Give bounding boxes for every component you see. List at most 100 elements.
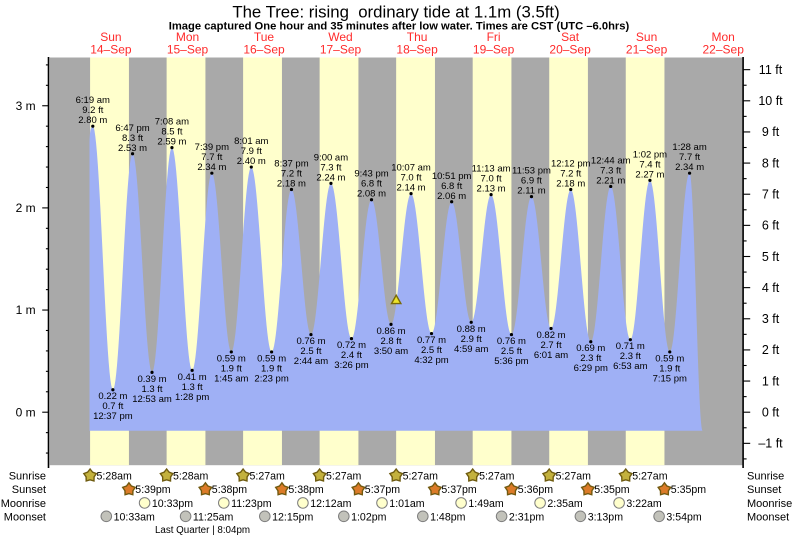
svg-text:7.3 ft: 7.3 ft	[600, 165, 621, 176]
svg-text:5:37pm: 5:37pm	[365, 484, 401, 496]
svg-text:10 ft: 10 ft	[758, 94, 783, 108]
svg-text:6 ft: 6 ft	[762, 219, 780, 233]
svg-text:1:02pm: 1:02pm	[351, 511, 387, 523]
svg-text:10:33am: 10:33am	[114, 511, 155, 523]
svg-text:19–Sep: 19–Sep	[473, 43, 515, 57]
svg-text:5:35pm: 5:35pm	[671, 484, 707, 496]
svg-text:3 ft: 3 ft	[762, 312, 780, 326]
svg-text:2.5 ft: 2.5 ft	[501, 346, 522, 357]
svg-text:11:23pm: 11:23pm	[231, 498, 272, 510]
svg-text:0.76 m: 0.76 m	[497, 336, 526, 347]
svg-text:Sunrise: Sunrise	[9, 470, 46, 482]
svg-text:Tue: Tue	[254, 30, 275, 44]
svg-text:2.27 m: 2.27 m	[635, 169, 664, 180]
svg-text:0.7 ft: 0.7 ft	[102, 401, 123, 412]
svg-text:0.22 m: 0.22 m	[98, 391, 127, 402]
svg-text:2.9 ft: 2.9 ft	[461, 334, 482, 345]
svg-text:2.40 m: 2.40 m	[237, 156, 266, 167]
svg-text:Image captured One hour and 35: Image captured One hour and 35 minutes a…	[169, 21, 630, 33]
svg-text:2.24 m: 2.24 m	[316, 172, 345, 183]
svg-text:2.8 ft: 2.8 ft	[380, 336, 401, 347]
svg-text:5:38pm: 5:38pm	[288, 484, 324, 496]
svg-text:7.2 ft: 7.2 ft	[560, 169, 581, 180]
svg-text:0.72 m: 0.72 m	[337, 340, 366, 351]
svg-text:0.59 m: 0.59 m	[655, 353, 684, 364]
svg-text:20–Sep: 20–Sep	[549, 43, 591, 57]
svg-text:2:31pm: 2:31pm	[509, 511, 545, 523]
svg-text:3:26 pm: 3:26 pm	[334, 360, 368, 371]
svg-text:12:44 am: 12:44 am	[591, 155, 631, 166]
svg-text:6:47 pm: 6:47 pm	[115, 123, 149, 134]
svg-text:17–Sep: 17–Sep	[320, 43, 362, 57]
svg-text:Sat: Sat	[561, 30, 580, 44]
svg-text:2:23 pm: 2:23 pm	[254, 373, 288, 384]
svg-text:12:12 pm: 12:12 pm	[551, 159, 591, 170]
svg-text:12:37 pm: 12:37 pm	[93, 411, 133, 422]
svg-text:1:28 am: 1:28 am	[672, 142, 706, 153]
svg-text:2.5 ft: 2.5 ft	[421, 345, 442, 356]
svg-text:1:01am: 1:01am	[389, 498, 425, 510]
svg-text:2.53 m: 2.53 m	[118, 143, 147, 154]
svg-text:2.13 m: 2.13 m	[477, 184, 506, 195]
svg-text:Moonset: Moonset	[747, 511, 789, 523]
svg-text:0.82 m: 0.82 m	[537, 330, 566, 341]
svg-text:2.4 ft: 2.4 ft	[341, 350, 362, 361]
svg-text:2.14 m: 2.14 m	[397, 183, 426, 194]
svg-text:1:28 pm: 1:28 pm	[175, 392, 209, 403]
svg-text:15–Sep: 15–Sep	[167, 43, 209, 57]
svg-text:21–Sep: 21–Sep	[626, 43, 668, 57]
svg-text:0 m: 0 m	[16, 405, 36, 419]
svg-text:Moonrise: Moonrise	[1, 498, 46, 510]
svg-text:5:27am: 5:27am	[632, 470, 668, 482]
svg-text:3:22am: 3:22am	[626, 498, 662, 510]
svg-text:Fri: Fri	[487, 30, 501, 44]
svg-text:3 m: 3 m	[16, 99, 36, 113]
svg-text:16–Sep: 16–Sep	[243, 43, 285, 57]
svg-text:0.41 m: 0.41 m	[178, 372, 207, 383]
svg-text:1:48pm: 1:48pm	[430, 511, 466, 523]
svg-text:2.34 m: 2.34 m	[197, 162, 226, 173]
svg-text:Moonrise: Moonrise	[747, 498, 792, 510]
svg-text:9:43 pm: 9:43 pm	[354, 169, 388, 180]
svg-text:0.71 m: 0.71 m	[616, 341, 645, 352]
svg-text:10:51 pm: 10:51 pm	[432, 171, 472, 182]
svg-text:7:15 pm: 7:15 pm	[653, 373, 687, 384]
svg-text:5:28am: 5:28am	[97, 470, 133, 482]
svg-text:12:15pm: 12:15pm	[272, 511, 313, 523]
svg-text:2:44 am: 2:44 am	[294, 356, 328, 367]
svg-text:Thu: Thu	[407, 30, 428, 44]
svg-text:7.0 ft: 7.0 ft	[400, 173, 421, 184]
svg-text:0.69 m: 0.69 m	[576, 343, 605, 354]
svg-text:3:13pm: 3:13pm	[588, 511, 624, 523]
svg-text:8.3 ft: 8.3 ft	[122, 133, 143, 144]
svg-text:8.5 ft: 8.5 ft	[161, 127, 182, 138]
svg-text:Wed: Wed	[328, 30, 352, 44]
svg-text:2.7 ft: 2.7 ft	[540, 340, 561, 351]
svg-text:2.80 m: 2.80 m	[78, 115, 107, 126]
svg-text:6:01 am: 6:01 am	[534, 350, 568, 361]
svg-text:11:25am: 11:25am	[193, 511, 234, 523]
svg-text:1.9 ft: 1.9 ft	[261, 363, 282, 374]
svg-text:7 ft: 7 ft	[762, 188, 780, 202]
svg-text:2 m: 2 m	[16, 201, 36, 215]
svg-text:2.11 m: 2.11 m	[517, 186, 545, 197]
svg-text:0 ft: 0 ft	[762, 406, 780, 420]
svg-text:1 m: 1 m	[16, 303, 36, 317]
svg-text:1.3 ft: 1.3 ft	[182, 382, 203, 393]
svg-text:0.39 m: 0.39 m	[137, 374, 166, 385]
svg-text:12:53 am: 12:53 am	[132, 394, 172, 405]
svg-text:5:37pm: 5:37pm	[441, 484, 477, 496]
svg-text:5:27am: 5:27am	[479, 470, 515, 482]
svg-text:11:13 am: 11:13 am	[472, 164, 511, 175]
svg-text:Sunset: Sunset	[747, 484, 781, 496]
svg-text:1:45 am: 1:45 am	[214, 373, 248, 384]
svg-text:7:08 am: 7:08 am	[155, 117, 189, 128]
svg-text:Last Quarter | 8:04pm: Last Quarter | 8:04pm	[155, 525, 250, 536]
svg-text:2.06 m: 2.06 m	[437, 191, 466, 202]
svg-text:7.7 ft: 7.7 ft	[679, 152, 700, 163]
svg-text:8:37 pm: 8:37 pm	[274, 159, 308, 170]
svg-text:0.59 m: 0.59 m	[257, 353, 286, 364]
svg-text:9 ft: 9 ft	[762, 125, 780, 139]
svg-text:Moonset: Moonset	[4, 511, 46, 523]
svg-text:0.86 m: 0.86 m	[376, 326, 405, 337]
